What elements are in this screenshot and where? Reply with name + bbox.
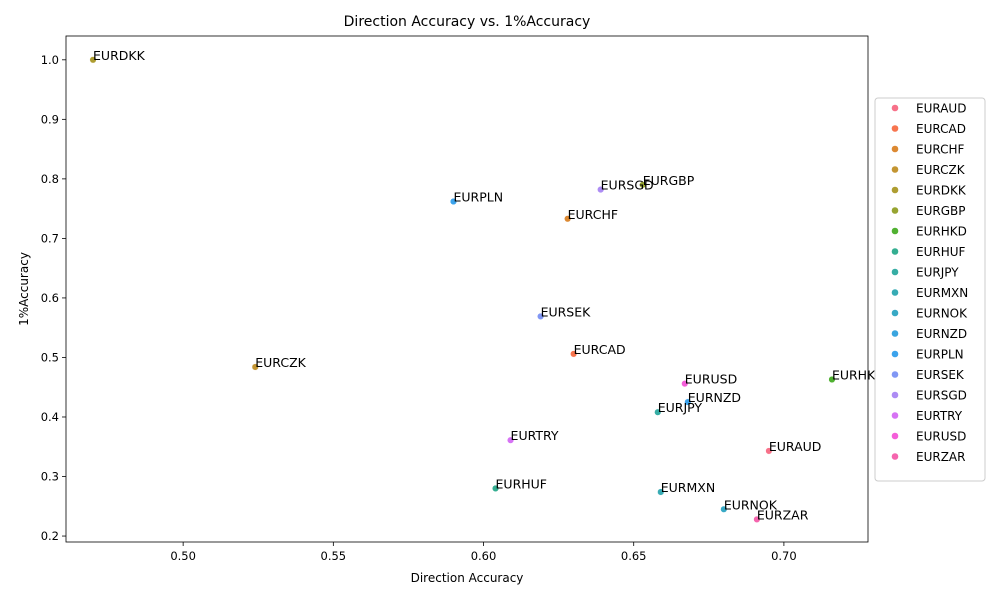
data-point <box>654 408 662 416</box>
legend-label: EURTRY <box>916 409 963 423</box>
point-label: EURHKD <box>832 367 885 382</box>
plot-area <box>65 35 869 543</box>
point-label: EURDKK <box>93 48 146 63</box>
legend-marker <box>891 248 899 255</box>
legend-label: EURHUF <box>916 245 966 259</box>
y-tick-label: 0.8 <box>41 172 59 186</box>
y-tick-label: 1.0 <box>41 53 59 67</box>
data-point <box>720 505 728 513</box>
point-label: EURNOK <box>724 497 778 512</box>
legend-label: EURPLN <box>916 348 964 362</box>
legend-marker <box>891 330 899 337</box>
legend-marker <box>891 289 899 296</box>
data-point <box>570 350 578 358</box>
point-label: EURCAD <box>574 342 626 357</box>
legend-label: EURZAR <box>916 450 965 464</box>
y-axis: 0.2 0.3 0.4 0.5 0.6 0.7 0.8 0.9 1.0 <box>41 53 66 543</box>
point-label: EURCZK <box>255 355 306 370</box>
legend-label: EURSEK <box>916 368 965 382</box>
legend-label: EURNZD <box>916 327 967 341</box>
point-label: EURNZD <box>688 390 741 405</box>
legend-marker <box>891 125 899 132</box>
legend-label: EURUSD <box>916 430 966 444</box>
point-label: EURUSD <box>685 372 737 387</box>
point-label: EURJPY <box>658 400 703 415</box>
point-label: EURSEK <box>541 304 592 319</box>
data-point <box>491 484 500 492</box>
legend-marker <box>891 350 899 358</box>
data-point <box>639 181 647 189</box>
data-point <box>89 56 97 64</box>
data-point <box>597 186 605 194</box>
legend-marker <box>891 412 899 419</box>
point-label: EURHUF <box>496 476 547 491</box>
legend: EURAUD EURCAD EURCHF EURCZK EURDKK EURGBP EURH… <box>874 97 986 482</box>
data-point <box>564 215 572 223</box>
legend-label: EURSGD <box>916 389 967 403</box>
legend-label: EURCZK <box>916 163 966 177</box>
x-tick-label: 0.60 <box>471 549 497 563</box>
y-axis-label: 1%Accuracy <box>17 252 31 326</box>
legend-label: EURCAD <box>916 122 966 136</box>
legend-marker <box>891 268 899 276</box>
point-label: EURTRY <box>511 428 559 443</box>
point-labels: EURAUD EURCAD EURCHF EURCZK EURDKK EURGBP EURH… <box>93 48 885 523</box>
legend-label: EURDKK <box>916 184 967 198</box>
legend-marker <box>891 166 899 173</box>
x-tick-label: 0.50 <box>170 549 196 563</box>
y-tick-label: 0.9 <box>41 112 59 126</box>
legend-marker <box>891 432 899 440</box>
x-tick-label: 0.65 <box>621 549 647 563</box>
data-point <box>828 375 836 384</box>
point-label: EURAUD <box>769 439 822 454</box>
point-label: EURZAR <box>757 507 809 522</box>
data-points <box>89 56 836 523</box>
x-axis-label: Direction Accuracy <box>411 571 524 585</box>
y-tick-label: 0.4 <box>41 410 59 424</box>
data-point <box>753 515 761 523</box>
data-point <box>681 380 689 388</box>
legend-marker <box>891 453 899 460</box>
y-tick-label: 0.6 <box>41 291 59 305</box>
data-point <box>449 197 458 206</box>
legend-label: EURMXN <box>916 286 968 300</box>
y-tick-label: 0.3 <box>41 470 59 484</box>
data-point <box>537 312 545 320</box>
legend-marker <box>891 309 899 317</box>
legend-label: EURCHF <box>916 143 965 157</box>
legend-marker <box>891 207 899 214</box>
legend-label: EURAUD <box>916 102 966 116</box>
legend-marker <box>891 371 899 378</box>
y-tick-label: 0.5 <box>41 350 59 364</box>
legend-frame <box>874 97 986 482</box>
legend-marker <box>891 391 899 399</box>
point-label: EURSGD <box>601 178 654 193</box>
x-axis: 0.50 0.55 0.60 0.65 0.70 <box>170 542 797 563</box>
chart-title: Direction Accuracy vs. 1%Accuracy <box>344 14 591 30</box>
legend-label: EURHKD <box>916 225 967 239</box>
y-tick-label: 0.2 <box>41 529 59 543</box>
x-tick-label: 0.70 <box>771 549 797 563</box>
point-label: EURGBP <box>643 173 695 188</box>
legend-label: EURJPY <box>916 266 959 280</box>
legend-marker <box>891 227 899 235</box>
x-tick-label: 0.55 <box>321 549 347 563</box>
data-point <box>657 488 665 496</box>
legend-marker <box>891 145 899 153</box>
data-point <box>251 363 259 371</box>
legend-label: EURNOK <box>916 307 968 321</box>
data-point <box>684 398 692 406</box>
point-label: EURPLN <box>453 189 503 204</box>
data-point <box>765 447 773 455</box>
legend-marker <box>891 104 899 112</box>
y-tick-label: 0.7 <box>41 231 59 245</box>
data-point <box>507 436 515 444</box>
point-label: EURMXN <box>661 480 715 495</box>
point-label: EURCHF <box>568 207 618 222</box>
legend-marker <box>891 186 899 194</box>
legend-label: EURGBP <box>916 204 965 218</box>
